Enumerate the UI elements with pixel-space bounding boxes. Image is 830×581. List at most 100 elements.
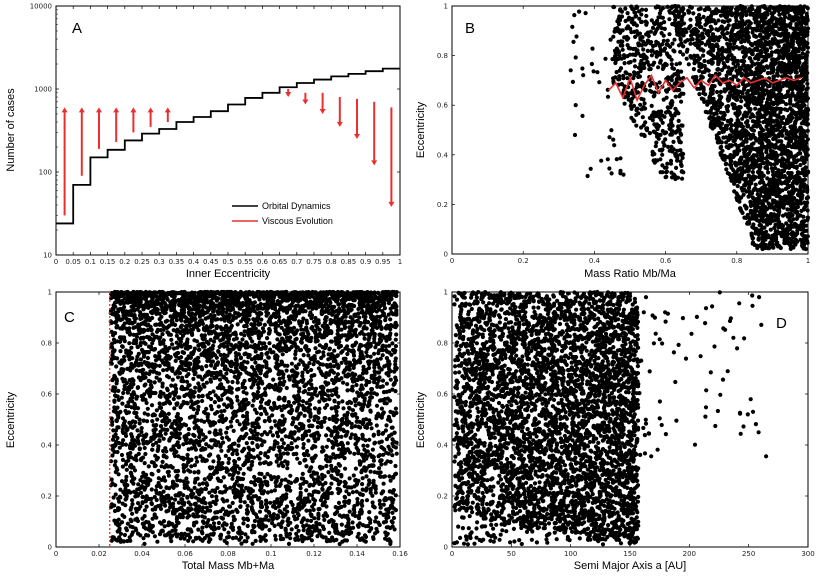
scatter-point [753,228,758,233]
scatter-point [639,125,644,130]
scatter-point [767,83,772,88]
scatter-point [765,154,770,159]
scatter-point [789,208,795,213]
scatter-point [771,68,776,73]
scatter-point [744,69,749,74]
scatter-point [794,47,799,52]
scatter-point [694,15,700,21]
scatter-point [670,65,675,71]
scatter-point [661,33,666,38]
y-tick-label: 0.6 [437,102,449,110]
scatter-point [742,39,747,44]
x-tick-label: 0.25 [134,258,150,266]
scatter-point [653,29,658,35]
scatter-point [630,17,635,22]
scatter-point [327,347,332,352]
scatter-point [718,13,724,18]
scatter-point [741,55,747,60]
scatter-point [720,46,725,51]
scatter-point [662,143,667,148]
scatter-point [787,236,792,241]
scatter-point [192,463,197,468]
scatter-point [778,18,783,23]
scatter-point [735,71,741,76]
scatter-point [751,213,756,218]
scatter-point [800,99,805,104]
scatter-point [726,145,731,151]
scatter-point [345,351,350,357]
scatter-point [699,25,704,30]
scatter-point [795,95,800,100]
scatter-point [764,138,769,143]
scatter-point [796,65,802,70]
scatter-point [643,7,649,12]
scatter-point [799,70,805,76]
scatter-point [662,165,668,170]
scatter-point [753,89,759,94]
scatter-point [672,113,677,118]
scatter-point [691,67,697,72]
scatter-point [680,8,685,13]
scatter-point [644,13,649,19]
scatter-point [805,81,810,86]
scatter-point [735,5,740,10]
scatter-point [755,61,760,66]
scatter-point [645,60,650,65]
scatter-point [727,135,732,140]
scatter-point [654,21,659,26]
scatter-point [801,130,806,135]
scatter-point [780,54,786,60]
scatter-point [804,185,810,190]
scatter-point [776,213,781,218]
scatter-point [729,5,734,10]
scatter-point [618,171,623,176]
scatter-point [800,47,805,52]
scatter-point [750,159,755,164]
scatter-point [642,133,647,139]
scatter-point [769,53,774,58]
scatter-point [739,90,744,95]
scatter-point [671,147,676,152]
scatter-point [783,93,789,98]
scatter-point [726,53,731,59]
scatter-point [734,127,739,132]
scatter-point [711,9,717,14]
scatter-point [226,530,231,535]
scatter-point [741,113,746,118]
scatter-point [805,153,810,158]
x-tick-label: 0.5 [222,258,233,266]
scatter-point [778,146,783,151]
scatter-point [805,195,811,200]
scatter-point [766,218,771,223]
scatter-point [757,33,762,38]
scatter-point [770,41,775,47]
scatter-point [765,41,770,46]
scatter-point [788,118,793,123]
scatter-point [654,122,660,127]
viscous-evolution-arrowhead [96,107,102,113]
viscous-evolution-arrowhead [371,160,378,166]
scatter-point [791,142,796,147]
scatter-point [664,174,669,179]
scatter-point [712,111,717,117]
scatter-point [756,28,761,33]
orbital-dynamics-step-line [56,67,400,225]
scatter-point [652,160,657,165]
scatter-point [729,178,734,183]
scatter-point [789,37,795,42]
scatter-point [754,102,760,107]
scatter-point [731,74,736,79]
scatter-point [775,229,780,234]
scatter-point [754,41,759,46]
scatter-point [731,173,736,178]
scatter-point [732,87,737,92]
scatter-point [702,27,707,32]
scatter-point [787,174,792,180]
scatter-point [707,73,712,78]
scatter-point [773,186,778,191]
scatter-point [785,207,790,212]
scatter-point [678,148,683,153]
legend-label-viscous: Viscous Evolution [262,216,333,226]
scatter-point [625,11,630,16]
